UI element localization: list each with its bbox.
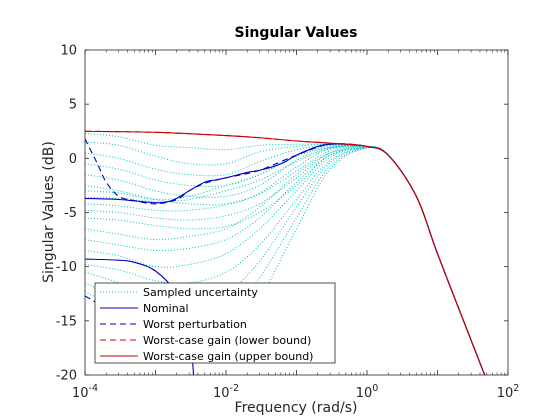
series-sampled-uncertainty-line-2 xyxy=(85,141,486,375)
legend-label-nominal: Nominal xyxy=(143,302,189,315)
series-sampled-uncertainty-line-14 xyxy=(85,146,486,375)
legend-box xyxy=(94,282,336,364)
y-axis-label: Singular Values (dB) xyxy=(41,141,57,283)
legend-label-worst-case-gain-upper-bound: Worst-case gain (upper bound) xyxy=(143,350,313,363)
series-worst-case-gain-upper-bound xyxy=(85,130,486,375)
series-worst-perturbation-line-1 xyxy=(85,138,486,375)
y-tick-label: -5 xyxy=(64,206,77,221)
legend-label-sampled-uncertainty: Sampled uncertainty xyxy=(143,286,258,299)
series-sampled-uncertainty-line-5 xyxy=(85,145,486,375)
x-tick-label: 100 xyxy=(356,383,379,401)
y-tick-label: -10 xyxy=(56,260,77,275)
series-sampled-uncertainty-line-10 xyxy=(85,145,486,375)
legend-label-worst-perturbation: Worst perturbation xyxy=(143,318,247,331)
series-worst-case-gain-upper-bound-line-1 xyxy=(85,130,486,375)
y-tick-label: 5 xyxy=(69,98,77,113)
y-tick-label: -15 xyxy=(56,314,77,329)
x-tick-label: 102 xyxy=(497,383,520,401)
legend: Sampled uncertainty Nominal Worst perturba… xyxy=(94,282,336,364)
y-tick-label: 0 xyxy=(69,152,77,167)
x-tick-label: 10-4 xyxy=(72,383,98,401)
series-sampled-uncertainty-line-1 xyxy=(85,132,486,375)
legend-label-worst-case-gain-lower-bound: Worst-case gain (lower bound) xyxy=(143,334,311,347)
series-layer xyxy=(85,130,486,375)
y-tick-label: 10 xyxy=(60,44,77,59)
y-tick-label: -20 xyxy=(56,369,77,384)
series-sampled-uncertainty-line-11 xyxy=(85,146,486,375)
chart-title: Singular Values xyxy=(235,25,358,41)
x-axis-label: Frequency (rad/s) xyxy=(235,400,358,416)
x-tick-label: 10-2 xyxy=(213,383,239,401)
